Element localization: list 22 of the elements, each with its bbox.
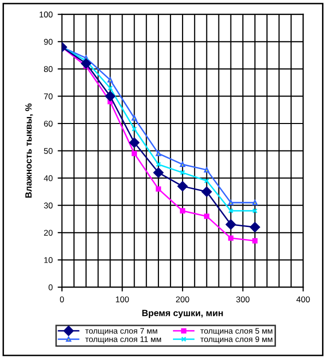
y-tick-label: 30 (44, 202, 53, 208)
y-tick-label: 90 (44, 38, 53, 45)
x-tick-label: 300 (236, 296, 250, 302)
y-tick-label: 100 (40, 12, 53, 18)
legend-label: толщина слоя 5 мм (200, 328, 272, 336)
x-tick-label: 400 (296, 296, 310, 302)
x-tick-label: 200 (176, 296, 190, 302)
y-tick-label: 40 (44, 175, 53, 182)
y-tick-label: 60 (44, 120, 53, 127)
y-tick-label: 50 (44, 148, 53, 154)
legend-label: толщина слоя 7 мм (85, 328, 158, 336)
x-tick-label: 100 (116, 296, 129, 302)
y-tick-label: 70 (44, 93, 53, 100)
legend-label: толщина слоя 11 мм (85, 336, 162, 344)
legend-label: толщина слоя 9 мм (200, 336, 272, 344)
y-axis-title: Влажность тыквы, % (25, 104, 33, 198)
y-tick-label: 80 (44, 66, 53, 72)
x-tick-label: 0 (60, 296, 64, 302)
y-tick-label: 10 (44, 257, 53, 264)
y-tick-label: 20 (44, 230, 53, 236)
x-axis-title: Время сушки, мин (142, 310, 223, 318)
y-tick-label: 0 (48, 284, 53, 290)
